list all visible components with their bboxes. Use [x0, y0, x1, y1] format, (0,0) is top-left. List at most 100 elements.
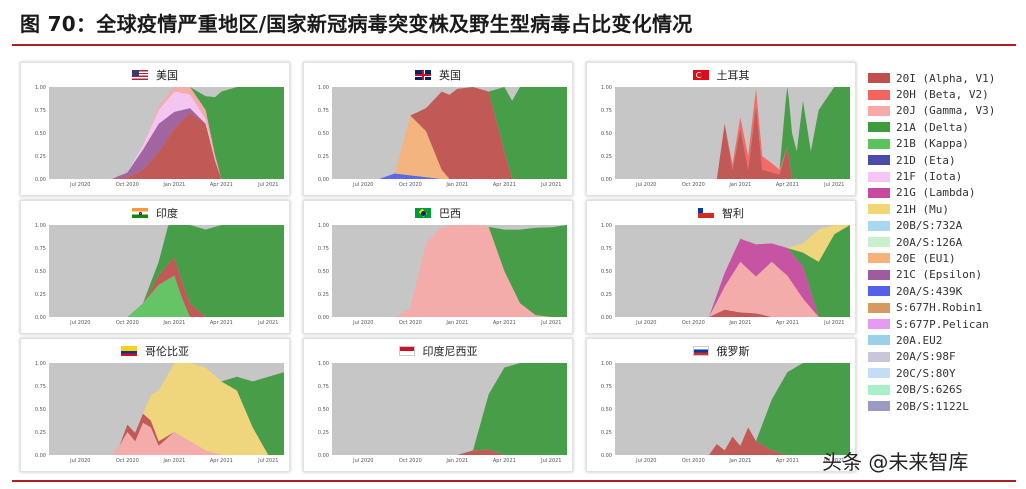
legend-label: 20A/S:98F [896, 350, 956, 364]
y-tick-label: 0.75 [601, 246, 612, 252]
legend-swatch [868, 401, 890, 411]
legend-label: 20J (Gamma, V3) [896, 104, 996, 118]
panel-title: 英国 [439, 69, 461, 82]
area-chart: 0.00 0.25 0.50 0.75 1.00 Jul 2020 Oct 2020 Jan … [35, 223, 284, 326]
area-series [615, 309, 850, 317]
area-chart: 0.00 0.25 0.50 0.75 1.00 Jul 2020 Oct 2020 Jan … [318, 361, 567, 464]
x-tick-label: Jan 2021 [162, 182, 185, 188]
y-tick-label: 0.25 [601, 430, 612, 436]
watermark: 头条 @未来智库 [822, 450, 969, 474]
legend-label: S:677H.Robin1 [896, 301, 983, 315]
legend-label: 20E (EU1) [896, 251, 956, 265]
legend-swatch [868, 171, 890, 182]
legend-swatch [868, 73, 890, 84]
y-tick-label: 1.00 [35, 223, 46, 229]
legend-item: 21H (Mu) [868, 201, 1026, 217]
y-tick-label: 0.00 [318, 453, 329, 459]
legend-label: 20B/S:1122L [896, 399, 969, 413]
legend-item: 20A/S:98F [868, 349, 1026, 365]
y-tick-label: 1.00 [35, 85, 46, 91]
panel-header: 智利 [587, 204, 855, 222]
y-tick-label: 1.00 [318, 361, 329, 367]
flag-in-icon [132, 208, 148, 218]
panel-title: 印度尼西亚 [422, 345, 478, 358]
area-chart: 0.00 0.25 0.50 0.75 1.00 Jul 2020 Oct 2020 Jan … [318, 85, 567, 188]
y-tick-label: 0.25 [318, 154, 329, 160]
y-tick-label: 0.50 [318, 269, 329, 275]
area-series [332, 225, 567, 317]
flag-ru-icon [692, 346, 709, 356]
y-tick-label: 0.00 [35, 453, 46, 459]
area-series [49, 275, 284, 317]
x-tick-label: Oct 2020 [399, 182, 422, 188]
x-tick-label: Jul 2020 [352, 182, 373, 188]
area-series [49, 91, 284, 179]
x-tick-label: Oct 2020 [116, 182, 139, 188]
legend-swatch [868, 237, 890, 248]
footer-rule [12, 480, 1016, 482]
y-tick-label: 0.50 [601, 407, 612, 413]
area-series [615, 238, 850, 317]
y-tick-label: 0.75 [35, 246, 46, 252]
legend-swatch [868, 253, 890, 264]
legend-item: 20B/S:626S [868, 381, 1026, 397]
y-tick-label: 0.25 [601, 154, 612, 160]
legend-label: 21B (Kappa) [896, 137, 969, 151]
x-tick-label: Jul 2020 [635, 458, 656, 464]
legend-swatch [868, 286, 890, 297]
legend-label: 21C (Epsilon) [896, 268, 983, 282]
legend-swatch [868, 138, 890, 149]
y-tick-label: 0.25 [35, 154, 46, 160]
y-tick-label: 0.25 [318, 292, 329, 298]
x-tick-label: Jul 2020 [69, 320, 90, 326]
x-tick-label: Jul 2021 [257, 320, 278, 326]
flag-br-icon [415, 208, 431, 218]
x-tick-label: Apr 2021 [210, 320, 233, 326]
chart-panel-uk: 英国 0.00 0.25 0.50 0.75 1.00 Jul 2020 Oct 2020 Ja… [303, 62, 573, 196]
x-tick-label: Jan 2021 [162, 320, 185, 326]
y-tick-label: 0.50 [318, 131, 329, 137]
legend-label: 21D (Eta) [896, 153, 956, 167]
legend-label: 20A/S:126A [896, 235, 963, 249]
x-tick-label: Jul 2021 [823, 320, 844, 326]
x-tick-label: Oct 2020 [399, 458, 422, 464]
area-chart: 0.00 0.25 0.50 0.75 1.00 Jul 2020 Oct 2020 Jan … [601, 361, 850, 464]
y-tick-label: 1.00 [601, 223, 612, 229]
legend-label: 21H (Mu) [896, 202, 949, 216]
x-tick-label: Oct 2020 [682, 458, 705, 464]
x-tick-label: Apr 2021 [493, 458, 516, 464]
area-series [615, 225, 850, 317]
panel-header: 哥伦比亚 [21, 342, 289, 360]
legend-swatch [868, 368, 890, 379]
y-tick-label: 1.00 [601, 361, 612, 367]
y-tick-label: 0.50 [35, 269, 46, 275]
panel-header: 英国 [304, 66, 572, 84]
y-tick-label: 0.25 [35, 430, 46, 436]
panel-header: 俄罗斯 [587, 342, 855, 360]
area-series [615, 363, 850, 455]
legend-item: 20A/S:126A [868, 234, 1026, 250]
x-tick-label: Jul 2020 [69, 182, 90, 188]
legend-swatch [868, 155, 890, 166]
x-tick-label: Apr 2021 [776, 182, 799, 188]
panel-header: 巴西 [304, 204, 572, 222]
y-tick-label: 0.50 [601, 269, 612, 275]
y-tick-label: 1.00 [601, 85, 612, 91]
legend-item: 20I (Alpha, V1) [868, 70, 1026, 86]
legend-label: 21F (Iota) [896, 170, 963, 184]
x-tick-label: Jul 2021 [823, 458, 844, 464]
y-tick-label: 0.25 [601, 292, 612, 298]
x-tick-label: Jul 2021 [540, 458, 561, 464]
legend-swatch [868, 204, 890, 215]
x-tick-label: Jul 2020 [635, 320, 656, 326]
y-tick-label: 0.00 [318, 177, 329, 183]
area-series [332, 225, 567, 317]
legend-item: 21G (Lambda) [868, 185, 1026, 201]
x-tick-label: Apr 2021 [493, 320, 516, 326]
chart-panel-colombia: 哥伦比亚 0.00 0.25 0.50 0.75 1.00 Jul 2020 Oct 2020… [20, 338, 290, 472]
legend-swatch [868, 269, 890, 280]
legend-label: 20C/S:80Y [896, 366, 956, 380]
legend-item: 21B (Kappa) [868, 136, 1026, 152]
chart-panel-indonesia: 印度尼西亚 0.00 0.25 0.50 0.75 1.00 Jul 2020 Oct 202… [303, 338, 573, 472]
y-tick-label: 1.00 [35, 361, 46, 367]
